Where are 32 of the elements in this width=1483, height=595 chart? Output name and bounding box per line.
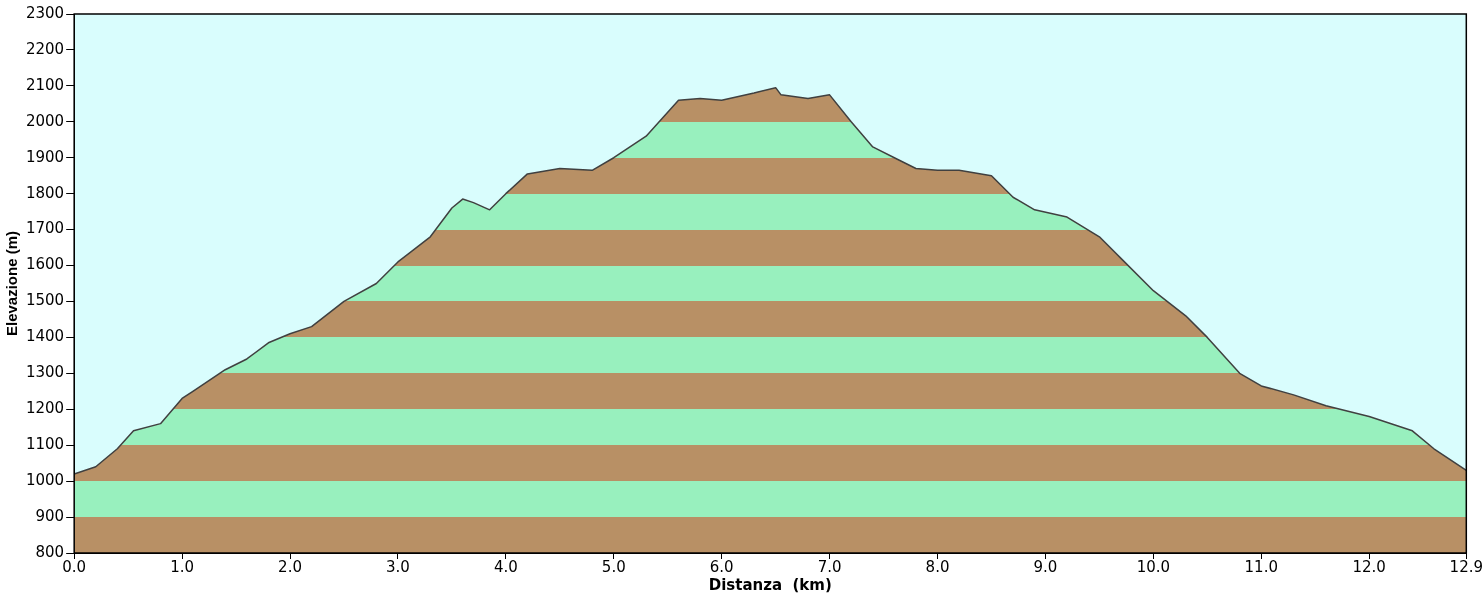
- x-tick-label: 9.0: [1033, 557, 1058, 576]
- x-tick-label: 2.0: [278, 557, 302, 576]
- x-tick-label: 10.0: [1136, 557, 1171, 576]
- y-tick-label: 2200: [25, 39, 65, 58]
- y-tick-label: 1900: [25, 147, 65, 166]
- x-tick-label: 3.0: [385, 557, 410, 576]
- y-axis-title: Elevazione (m): [3, 230, 21, 337]
- x-tick-label: 5.0: [601, 557, 626, 576]
- x-tick-label: 4.0: [493, 557, 518, 576]
- y-tick-label: 1300: [25, 363, 65, 382]
- y-tick-label: 1100: [25, 435, 65, 454]
- y-tick-label: 1800: [25, 183, 65, 202]
- x-tick-label: 6.0: [709, 557, 734, 576]
- y-tick-label: 1000: [25, 471, 65, 490]
- y-tick-label: 2000: [25, 111, 65, 130]
- y-tick-label: 800: [35, 542, 65, 561]
- y-tick-label: 1200: [25, 399, 65, 418]
- x-tick-label: 1.0: [170, 557, 195, 576]
- x-tick-label: 12.0: [1352, 557, 1386, 576]
- y-tick-label: 2300: [25, 3, 65, 22]
- y-tick-label: 2100: [25, 75, 65, 94]
- y-tick-label: 1600: [25, 255, 65, 274]
- x-tick-label: 7.0: [817, 557, 842, 576]
- y-tick-label: 1500: [25, 291, 65, 310]
- y-tick-label: 1400: [25, 327, 65, 346]
- x-tick-label: 11.0: [1244, 557, 1278, 576]
- x-axis-title: Distanza (km): [708, 575, 832, 594]
- y-tick-label: 900: [35, 506, 65, 525]
- x-tick-label: 8.0: [925, 557, 950, 576]
- x-tick-label: 12.9: [1449, 557, 1483, 576]
- y-tick-label: 1700: [25, 219, 65, 238]
- x-tick-label: 0.0: [62, 557, 87, 576]
